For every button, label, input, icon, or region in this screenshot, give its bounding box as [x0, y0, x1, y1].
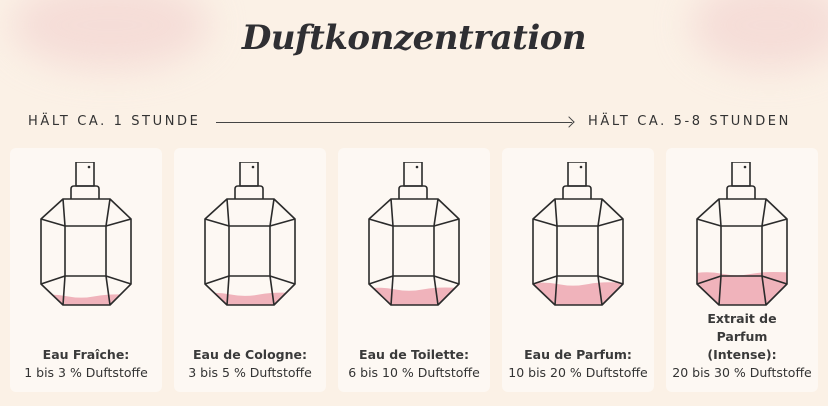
- concentration-detail: 10 bis 20 % Duftstoffe: [508, 365, 648, 380]
- concentration-name: Eau Fraîche:: [42, 347, 130, 362]
- concentration-name: Eau de Toilette:: [359, 347, 469, 362]
- liquid-fill: [41, 294, 131, 305]
- duration-arrow: [216, 122, 572, 123]
- concentration-detail: 3 bis 5 % Duftstoffe: [188, 365, 312, 380]
- concentration-name: Extrait de Parfum (Intense):: [707, 311, 777, 362]
- bottle-card: Eau de Parfum: 10 bis 20 % Duftstoffe: [502, 148, 654, 392]
- liquid-fill: [205, 292, 295, 305]
- concentration-detail: 6 bis 10 % Duftstoffe: [348, 365, 480, 380]
- bottle-card: Extrait de Parfum (Intense): 20 bis 30 %…: [666, 148, 818, 392]
- perfume-bottle-icon: [532, 162, 624, 306]
- perfume-bottle-icon: [368, 162, 460, 306]
- concentration-name: Eau de Cologne:: [193, 347, 307, 362]
- bottle-card: Eau de Cologne: 3 bis 5 % Duftstoffe: [174, 148, 326, 392]
- scale-left-label: HÄLT CA. 1 STUNDE: [28, 114, 201, 129]
- bottle-card: Eau de Toilette: 6 bis 10 % Duftstoffe: [338, 148, 490, 392]
- perfume-bottle-icon: [40, 162, 132, 306]
- scale-right-label: HÄLT CA. 5-8 STUNDEN: [588, 114, 791, 129]
- page-title: Duftkonzentration: [241, 18, 587, 58]
- concentration-detail: 1 bis 3 % Duftstoffe: [24, 365, 148, 380]
- concentration-detail: 20 bis 30 % Duftstoffe: [672, 365, 812, 380]
- liquid-fill: [369, 287, 459, 305]
- concentration-name: Eau de Parfum:: [524, 347, 632, 362]
- watercolor-blot-left: [10, 0, 210, 70]
- perfume-bottle-icon: [204, 162, 296, 306]
- bottle-label: Eau Fraîche: 1 bis 3 % Duftstoffe: [10, 346, 162, 382]
- liquid-fill: [533, 282, 623, 305]
- bottle-label: Eau de Parfum: 10 bis 20 % Duftstoffe: [502, 346, 654, 382]
- liquid-fill: [697, 271, 787, 305]
- perfume-bottle-icon: [696, 162, 788, 306]
- bottle-label: Eau de Toilette: 6 bis 10 % Duftstoffe: [338, 346, 490, 382]
- bottle-label: Eau de Cologne: 3 bis 5 % Duftstoffe: [174, 346, 326, 382]
- bottle-card: Eau Fraîche: 1 bis 3 % Duftstoffe: [10, 148, 162, 392]
- bottle-label: Extrait de Parfum (Intense): 20 bis 30 %…: [666, 310, 818, 382]
